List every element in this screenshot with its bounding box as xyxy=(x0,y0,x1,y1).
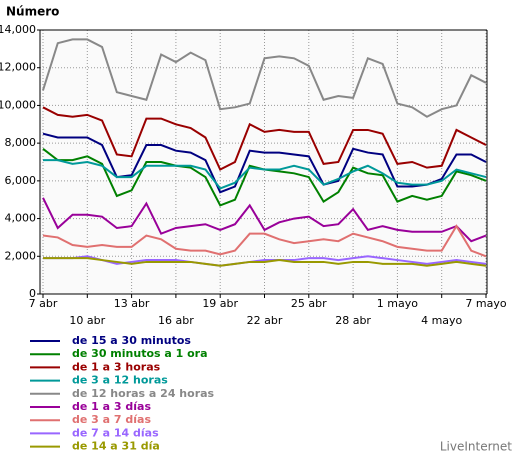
legend-label: de 1 a 3 días xyxy=(72,400,151,413)
x-tick-label: 19 abr xyxy=(202,297,238,310)
x-tick-label: 25 abr xyxy=(291,297,327,310)
x-tick-label: 1 mayo xyxy=(377,297,418,310)
series-line xyxy=(42,38,487,118)
x-tick-label: 16 abr xyxy=(158,314,194,327)
legend-label: de 15 a 30 minutos xyxy=(72,334,191,347)
x-tick-label: 10 abr xyxy=(69,314,105,327)
y-axis-label: Número xyxy=(6,5,59,19)
series-line xyxy=(43,255,487,267)
legend-label: de 30 minutos a 1 ora xyxy=(72,347,208,360)
y-tick-label: 14,000 xyxy=(0,23,36,36)
y-tick-label: 0 xyxy=(29,287,36,300)
series-line xyxy=(42,224,487,258)
legend-label: de 3 a 7 días xyxy=(72,413,151,426)
series-line xyxy=(42,106,487,171)
y-tick-label: 2,000 xyxy=(5,249,37,262)
legend-label: de 14 a 31 día xyxy=(72,440,160,453)
x-tick-label: 7 mayo xyxy=(465,297,506,310)
x-tick-label: 4 mayo xyxy=(421,314,462,327)
y-tick-label: 4,000 xyxy=(5,212,37,225)
x-tick-label: 13 abr xyxy=(114,297,150,310)
y-tick-label: 6,000 xyxy=(5,174,37,187)
legend-label: de 1 a 3 horas xyxy=(72,360,161,373)
x-tick-label: 7 abr xyxy=(29,297,58,310)
series-line xyxy=(42,197,487,243)
x-tick-label: 28 abr xyxy=(335,314,371,327)
plot-area xyxy=(40,30,487,294)
y-tick-label: 8,000 xyxy=(5,136,37,149)
legend-label: de 12 horas a 24 horas xyxy=(72,387,215,400)
watermark: LiveInternet xyxy=(440,440,512,454)
y-tick-label: 10,000 xyxy=(0,98,36,111)
legend-label: de 3 a 12 horas xyxy=(72,374,168,387)
x-tick-label: 22 abr xyxy=(247,314,283,327)
series-line xyxy=(43,159,487,190)
legend-label: de 7 a 14 días xyxy=(72,426,159,439)
series-line xyxy=(43,257,487,267)
y-tick-label: 12,000 xyxy=(0,61,36,74)
